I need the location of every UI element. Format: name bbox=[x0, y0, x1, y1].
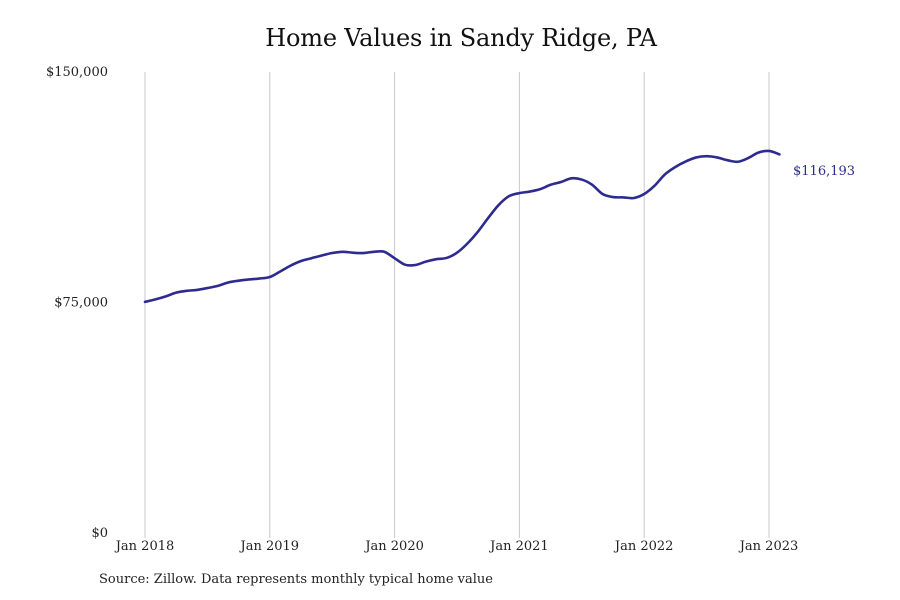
x-tick-label: Jan 2020 bbox=[363, 539, 424, 554]
source-note: Source: Zillow. Data represents monthly … bbox=[99, 572, 493, 587]
x-tick-label: Jan 2019 bbox=[239, 539, 300, 554]
x-tick-label: Jan 2021 bbox=[488, 539, 549, 554]
y-tick-label: $75,000 bbox=[54, 296, 108, 311]
y-tick-label: $150,000 bbox=[46, 65, 108, 80]
vertical-gridlines bbox=[144, 72, 770, 538]
annotations: $116,193 bbox=[793, 164, 855, 179]
data-series bbox=[143, 149, 781, 304]
x-tick-label: Jan 2018 bbox=[114, 539, 175, 554]
x-tick-label: Jan 2022 bbox=[613, 539, 674, 554]
x-axis-ticks: Jan 2018 Jan 2019 Jan 2020 Jan 2021 Jan 2022… bbox=[114, 539, 799, 554]
series-line bbox=[143, 149, 781, 304]
y-tick-label: $0 bbox=[91, 526, 108, 541]
y-axis-ticks: $0 $75,000 $150,000 bbox=[46, 65, 108, 541]
end-value-label: $116,193 bbox=[793, 164, 855, 179]
x-tick-label: Jan 2023 bbox=[738, 539, 799, 554]
chart-title: Home Values in Sandy Ridge, PA bbox=[265, 24, 657, 52]
